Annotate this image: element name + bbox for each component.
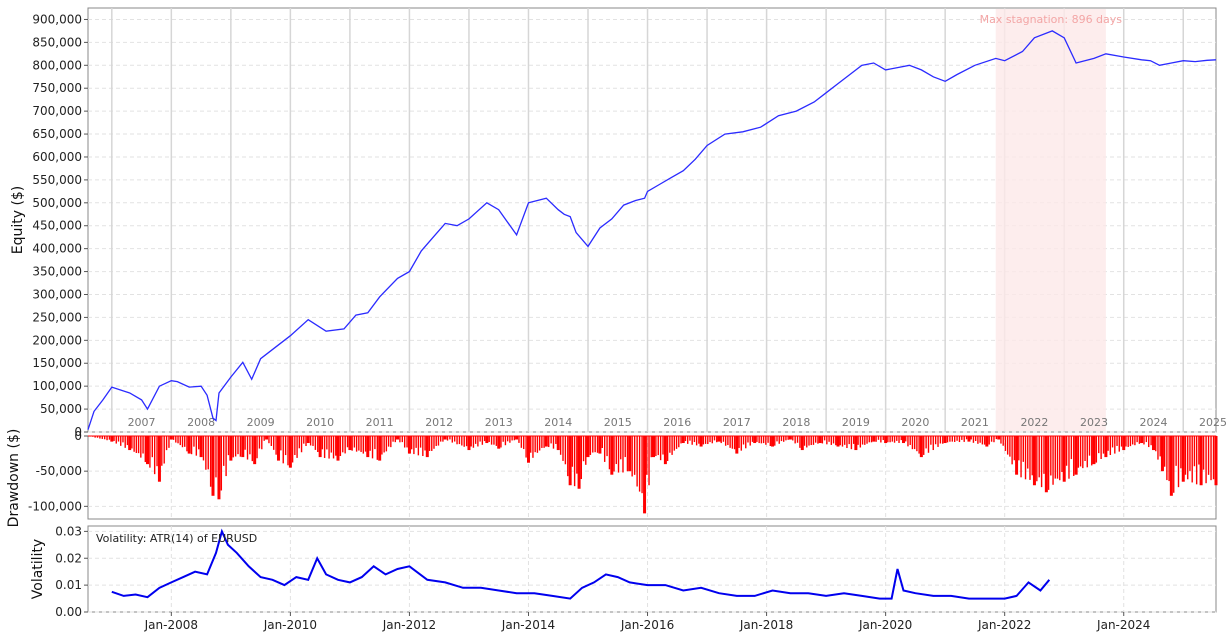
drawdown-y-ticks: 0 -50,000 -100,000 bbox=[28, 429, 88, 513]
y-tick-label: 0.00 bbox=[55, 605, 82, 619]
equity-y-axis-label: Equity ($) bbox=[10, 186, 26, 255]
year-label: 2015 bbox=[604, 416, 632, 429]
y-tick-label: 750,000 bbox=[32, 81, 82, 95]
equity-year-labels: 2007 2008 2009 2010 2011 2012 2013 2014 2015 2016… bbox=[128, 416, 1227, 429]
x-tick-label: Jan-2010 bbox=[263, 618, 317, 632]
stagnation-band bbox=[995, 9, 1106, 431]
year-label: 2011 bbox=[366, 416, 394, 429]
year-label: 2024 bbox=[1139, 416, 1167, 429]
x-tick-label: Jan-2024 bbox=[1096, 618, 1150, 632]
year-label: 2020 bbox=[901, 416, 929, 429]
y-tick-label: 0.03 bbox=[55, 524, 82, 538]
volatility-series-line bbox=[111, 528, 1051, 600]
y-tick-label: 450,000 bbox=[32, 219, 82, 233]
year-label: 2014 bbox=[544, 416, 572, 429]
y-tick-label: -50,000 bbox=[36, 464, 82, 478]
x-tick-label: Jan-2014 bbox=[501, 618, 555, 632]
x-tick-label: Jan-2008 bbox=[144, 618, 198, 632]
y-tick-label: 100,000 bbox=[32, 379, 82, 393]
y-tick-label: 550,000 bbox=[32, 173, 82, 187]
y-tick-label: 400,000 bbox=[32, 242, 82, 256]
drawdown-y-axis-label: Drawdown ($) bbox=[6, 429, 22, 528]
volatility-y-axis-label: Volatility bbox=[30, 539, 46, 599]
year-label: 2022 bbox=[1020, 416, 1048, 429]
stagnation-rect bbox=[995, 9, 1106, 431]
volatility-x-ticks: Jan-2008 Jan-2010 Jan-2012 Jan-2014 Jan-2016… bbox=[144, 612, 1150, 632]
y-tick-label: 700,000 bbox=[32, 104, 82, 118]
y-tick-label: 350,000 bbox=[32, 265, 82, 279]
drawdown-bars bbox=[88, 435, 1218, 514]
equity-year-separators bbox=[111, 8, 1185, 432]
volatility-plot-area bbox=[87, 525, 1217, 613]
x-tick-label: Jan-2020 bbox=[858, 618, 912, 632]
stagnation-label: Max stagnation: 896 days bbox=[980, 13, 1123, 26]
x-tick-label: Jan-2022 bbox=[977, 618, 1031, 632]
y-tick-label: -100,000 bbox=[28, 499, 82, 513]
year-label: 2021 bbox=[961, 416, 989, 429]
equity-panel: Max stagnation: 896 days 0 50,000 100,000 1… bbox=[10, 7, 1227, 439]
year-label: 2023 bbox=[1080, 416, 1108, 429]
year-label: 2007 bbox=[128, 416, 156, 429]
y-tick-label: 150,000 bbox=[32, 356, 82, 370]
y-tick-label: 500,000 bbox=[32, 196, 82, 210]
equity-y-ticks: 0 50,000 100,000 150,000 200,000 250,000 300,0… bbox=[32, 12, 88, 439]
year-label: 2018 bbox=[782, 416, 810, 429]
y-tick-label: 50,000 bbox=[40, 402, 82, 416]
year-label: 2017 bbox=[723, 416, 751, 429]
x-tick-label: Jan-2016 bbox=[620, 618, 674, 632]
equity-series-line bbox=[87, 30, 1217, 430]
y-tick-label: 0.02 bbox=[55, 551, 82, 565]
x-tick-label: Jan-2012 bbox=[382, 618, 436, 632]
y-tick-label: 600,000 bbox=[32, 150, 82, 164]
volatility-panel: 0.00 0.01 0.02 0.03 Jan-2008 Jan-2010 Jan-201… bbox=[30, 524, 1217, 632]
y-tick-label: 850,000 bbox=[32, 35, 82, 49]
year-label: 2012 bbox=[425, 416, 453, 429]
y-tick-label: 900,000 bbox=[32, 12, 82, 26]
year-label: 2013 bbox=[485, 416, 513, 429]
year-label: 2009 bbox=[247, 416, 275, 429]
y-tick-label: 650,000 bbox=[32, 127, 82, 141]
volatility-y-ticks: 0.00 0.01 0.02 0.03 bbox=[55, 524, 88, 619]
y-tick-label: 0 bbox=[74, 429, 82, 443]
y-tick-label: 0.01 bbox=[55, 578, 82, 592]
x-tick-label: Jan-2018 bbox=[739, 618, 793, 632]
y-tick-label: 0 bbox=[74, 425, 82, 439]
year-label: 2019 bbox=[842, 416, 870, 429]
volatility-legend-label: Volatility: ATR(14) of EURUSD bbox=[96, 532, 257, 545]
y-tick-label: 800,000 bbox=[32, 58, 82, 72]
y-tick-label: 300,000 bbox=[32, 287, 82, 301]
drawdown-panel: 0 -50,000 -100,000 Drawdown ($) bbox=[6, 429, 1218, 528]
year-label: 2008 bbox=[187, 416, 215, 429]
y-tick-label: 250,000 bbox=[32, 310, 82, 324]
year-label: 2016 bbox=[663, 416, 691, 429]
year-label: 2010 bbox=[306, 416, 334, 429]
year-label: 2025 bbox=[1199, 416, 1227, 429]
y-tick-label: 200,000 bbox=[32, 333, 82, 347]
